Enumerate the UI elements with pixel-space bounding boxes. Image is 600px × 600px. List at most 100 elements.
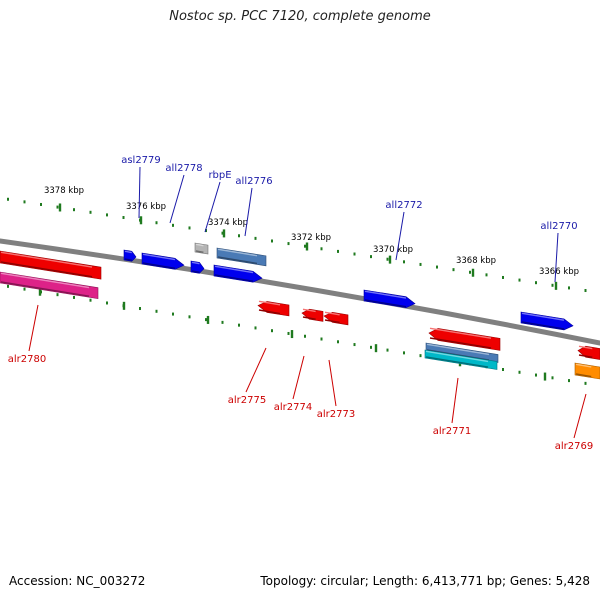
gene-alr2780-feature[interactable]	[0, 250, 102, 280]
major-scale-tick	[206, 315, 210, 324]
gene-label-asl2779[interactable]: asl2779	[121, 155, 161, 166]
scale-tick	[518, 370, 521, 374]
scale-tick	[172, 223, 174, 227]
scale-tick	[452, 268, 455, 272]
scale-tick	[469, 270, 471, 274]
gene-alr2780-alt-feature[interactable]	[0, 271, 99, 300]
scale-tick	[568, 286, 570, 290]
scale-tick	[320, 337, 323, 341]
leader-line	[244, 187, 253, 237]
scale-tick	[56, 293, 59, 297]
scale-label: 3372 kbp	[291, 233, 331, 243]
gene-alr2774-feature[interactable]	[301, 308, 324, 322]
gene-all2770-feature[interactable]	[520, 311, 574, 331]
scale-tick	[584, 289, 587, 293]
scale-tick	[40, 202, 42, 206]
leader-line	[204, 181, 221, 233]
gene-all2778-feature[interactable]	[141, 252, 185, 270]
scale-tick	[106, 213, 108, 217]
major-scale-tick	[122, 301, 126, 310]
gene-label-alr2775[interactable]: alr2775	[228, 395, 266, 406]
scale-tick	[386, 348, 389, 352]
scale-tick	[535, 373, 537, 377]
scale-tick	[89, 298, 92, 302]
gene-all2776-feature[interactable]	[213, 264, 263, 283]
gene-all2772-feature[interactable]	[363, 289, 416, 309]
scale-label: 3376 kbp	[126, 202, 166, 212]
gene-alr2775-feature[interactable]	[257, 300, 290, 317]
small-plus-feature[interactable]	[190, 260, 205, 274]
scale-tick	[172, 312, 174, 316]
minus-strand-ticks	[7, 284, 587, 385]
scale-tick	[370, 345, 372, 349]
scale-tick	[535, 281, 537, 285]
gene-features[interactable]	[0, 242, 600, 380]
scale-tick	[551, 283, 554, 287]
scale-tick	[403, 260, 405, 264]
scale-tick	[386, 257, 389, 261]
scale-tick	[419, 262, 422, 266]
gene-label-alr2780[interactable]: alr2780	[8, 354, 46, 365]
scale-tick	[221, 320, 224, 324]
gene-label-alr2774[interactable]: alr2774	[274, 402, 312, 413]
gene-alr2771-alt-feature[interactable]	[424, 349, 498, 370]
leader-line	[245, 347, 267, 393]
gene-label-rbpE[interactable]: rbpE	[208, 170, 231, 181]
scale-tick	[568, 379, 570, 383]
scale-tick	[122, 216, 125, 220]
gene-label-all2778[interactable]: all2778	[165, 163, 202, 174]
scale-tick	[353, 252, 356, 256]
genome-backbone	[0, 238, 600, 346]
plus-strand-ticks	[7, 197, 587, 293]
scale-label: 3368 kbp	[456, 256, 496, 266]
gene-label-alr2771[interactable]: alr2771	[433, 426, 471, 437]
major-scale-tick	[305, 242, 309, 251]
major-scale-tick	[374, 344, 378, 353]
gene-labels[interactable]: asl2779 all2778 rbpE all2776 all2772 all2770 a…	[8, 155, 593, 452]
scale-tick	[254, 326, 257, 330]
topology-label: Topology: circular; Length: 6,413,771 bp…	[260, 574, 590, 588]
major-scale-tick	[543, 372, 547, 381]
leader-line	[395, 211, 405, 261]
scale-tick	[304, 334, 306, 338]
scale-tick	[502, 275, 504, 279]
leader-line	[451, 377, 459, 424]
gene-alr2769-feature[interactable]	[577, 345, 600, 360]
gene-label-alr2773[interactable]: alr2773	[317, 409, 355, 420]
leader-line	[28, 304, 39, 352]
gene-label-all2776[interactable]: all2776	[235, 176, 272, 187]
leader-line	[573, 393, 587, 439]
scale-tick	[436, 265, 438, 269]
scale-tick	[353, 343, 356, 347]
gene-label-all2772[interactable]: all2772	[385, 200, 422, 211]
scale-tick	[337, 340, 339, 344]
gene-alr2773-feature[interactable]	[323, 311, 349, 326]
gene-label-alr2769[interactable]: alr2769	[555, 441, 593, 452]
leader-line	[138, 166, 141, 219]
scale-tick	[7, 284, 9, 288]
genome-title: Nostoc sp. PCC 7120, complete genome	[169, 9, 431, 24]
scale-tick	[551, 376, 554, 380]
scale-tick	[139, 307, 141, 311]
scale-tick	[23, 287, 26, 291]
scale-tick	[23, 200, 26, 204]
scale-tick	[419, 354, 422, 358]
scale-tick	[205, 318, 207, 322]
scale-tick	[584, 381, 587, 385]
scale-tick	[271, 239, 273, 243]
leader-line	[292, 355, 305, 400]
scale-tick	[155, 221, 158, 225]
major-scale-tick	[554, 281, 558, 290]
scale-tick	[73, 208, 75, 212]
gene-alr2769-alt-feature[interactable]	[574, 362, 600, 380]
leader-line	[169, 174, 185, 224]
major-scale-tick	[222, 229, 226, 238]
gene-asl2779-feature[interactable]	[123, 249, 137, 262]
gene-rbpE-feature[interactable]	[194, 242, 209, 255]
scale-tick	[188, 226, 191, 230]
scale-tick	[89, 210, 92, 214]
gene-all2776-region-feature[interactable]	[216, 247, 267, 267]
gene-label-all2770[interactable]: all2770	[540, 221, 577, 232]
gene-alr2771-feature[interactable]	[428, 327, 501, 351]
